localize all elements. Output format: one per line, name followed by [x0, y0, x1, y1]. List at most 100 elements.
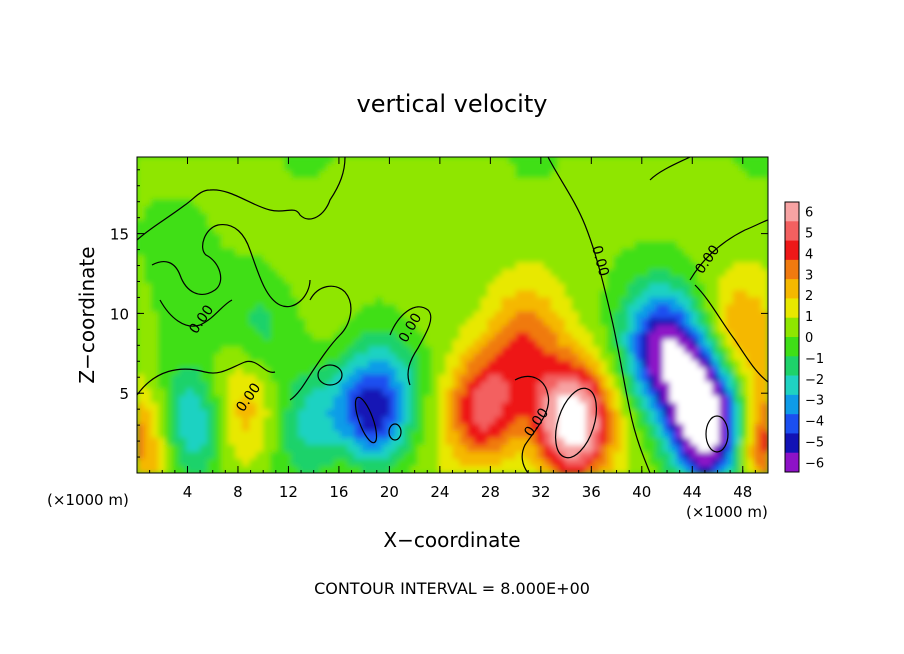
field-cell [459, 318, 468, 327]
field-cell [585, 220, 594, 228]
field-cell [235, 248, 243, 256]
field-cell [375, 157, 383, 165]
field-cell [473, 199, 482, 207]
field-cell [648, 430, 657, 439]
field-cell [172, 458, 180, 467]
field-cell [333, 255, 341, 263]
field-cell [585, 178, 594, 186]
field-cell [690, 192, 699, 200]
field-cell [165, 437, 173, 446]
field-cell [144, 318, 152, 327]
field-cell [445, 171, 454, 179]
field-cell [648, 444, 657, 453]
field-cell [662, 199, 671, 207]
field-cell [242, 283, 250, 292]
field-cell [515, 283, 524, 292]
field-cell [263, 416, 271, 425]
field-cell [291, 430, 299, 439]
field-cell [361, 234, 369, 242]
field-cell [361, 332, 369, 341]
field-cell [445, 297, 454, 306]
field-cell [424, 465, 433, 473]
field-cell [564, 290, 573, 299]
field-cell [466, 381, 475, 390]
field-cell [403, 192, 412, 200]
field-cell [214, 213, 222, 221]
field-cell [235, 164, 243, 172]
field-cell [613, 395, 622, 404]
field-cell [529, 269, 538, 277]
field-cell [368, 325, 376, 334]
field-cell [536, 248, 545, 256]
field-cell [291, 444, 299, 453]
field-cell [599, 318, 608, 327]
field-cell [228, 402, 236, 411]
field-cell [340, 318, 348, 327]
field-cell [291, 171, 299, 179]
field-cell [634, 213, 643, 221]
field-cell [641, 283, 650, 292]
field-cell [739, 213, 748, 221]
field-cell [753, 290, 762, 299]
field-cell [746, 367, 755, 376]
field-cell [158, 199, 166, 207]
field-cell [389, 451, 398, 460]
field-cell [137, 304, 145, 313]
field-cell [578, 458, 587, 467]
field-cell [333, 367, 341, 376]
field-cell [403, 241, 412, 249]
field-cell [634, 444, 643, 453]
field-cell [620, 367, 629, 376]
field-cell [249, 192, 257, 200]
field-cell [613, 157, 622, 165]
field-cell [480, 157, 489, 165]
field-cell [333, 213, 341, 221]
field-cell [242, 304, 250, 313]
field-cell [305, 332, 313, 341]
field-cell [704, 304, 713, 313]
field-cell [627, 157, 636, 165]
field-cell [529, 241, 538, 249]
field-cell [445, 465, 454, 473]
field-cell [277, 346, 285, 355]
field-cell [221, 332, 229, 341]
field-cell [732, 171, 741, 179]
field-cell [683, 332, 692, 341]
field-cell [410, 199, 419, 207]
field-cell [438, 339, 447, 348]
field-cell [578, 213, 587, 221]
field-cell [718, 402, 727, 411]
field-cell [284, 444, 292, 453]
field-cell [620, 164, 629, 172]
field-cell [606, 220, 615, 228]
field-cell [410, 192, 419, 200]
field-cell [550, 304, 559, 313]
field-cell [543, 430, 552, 439]
field-cell [662, 451, 671, 460]
field-cell [368, 157, 376, 165]
field-cell [515, 423, 524, 432]
field-cell [445, 276, 454, 284]
field-cell [207, 164, 215, 172]
field-cell [725, 325, 734, 334]
field-cell [508, 164, 517, 172]
field-cell [620, 318, 629, 327]
field-cell [249, 248, 257, 256]
field-cell [312, 367, 320, 376]
field-cell [550, 339, 559, 348]
field-cell [242, 437, 250, 446]
field-cell [242, 318, 250, 327]
field-cell [536, 283, 545, 292]
field-cell [718, 374, 727, 383]
field-cell [585, 171, 594, 179]
field-cell [200, 255, 208, 263]
x-axis: 4 8 12 16 20 24 28 32 36 40 44 48 [149, 157, 756, 501]
field-cell [270, 178, 278, 186]
field-cell [186, 402, 194, 411]
field-cell [354, 437, 362, 446]
field-cell [648, 360, 657, 369]
field-cell [690, 388, 699, 397]
field-cell [732, 199, 741, 207]
field-cell [459, 430, 468, 439]
field-cell [340, 374, 348, 383]
